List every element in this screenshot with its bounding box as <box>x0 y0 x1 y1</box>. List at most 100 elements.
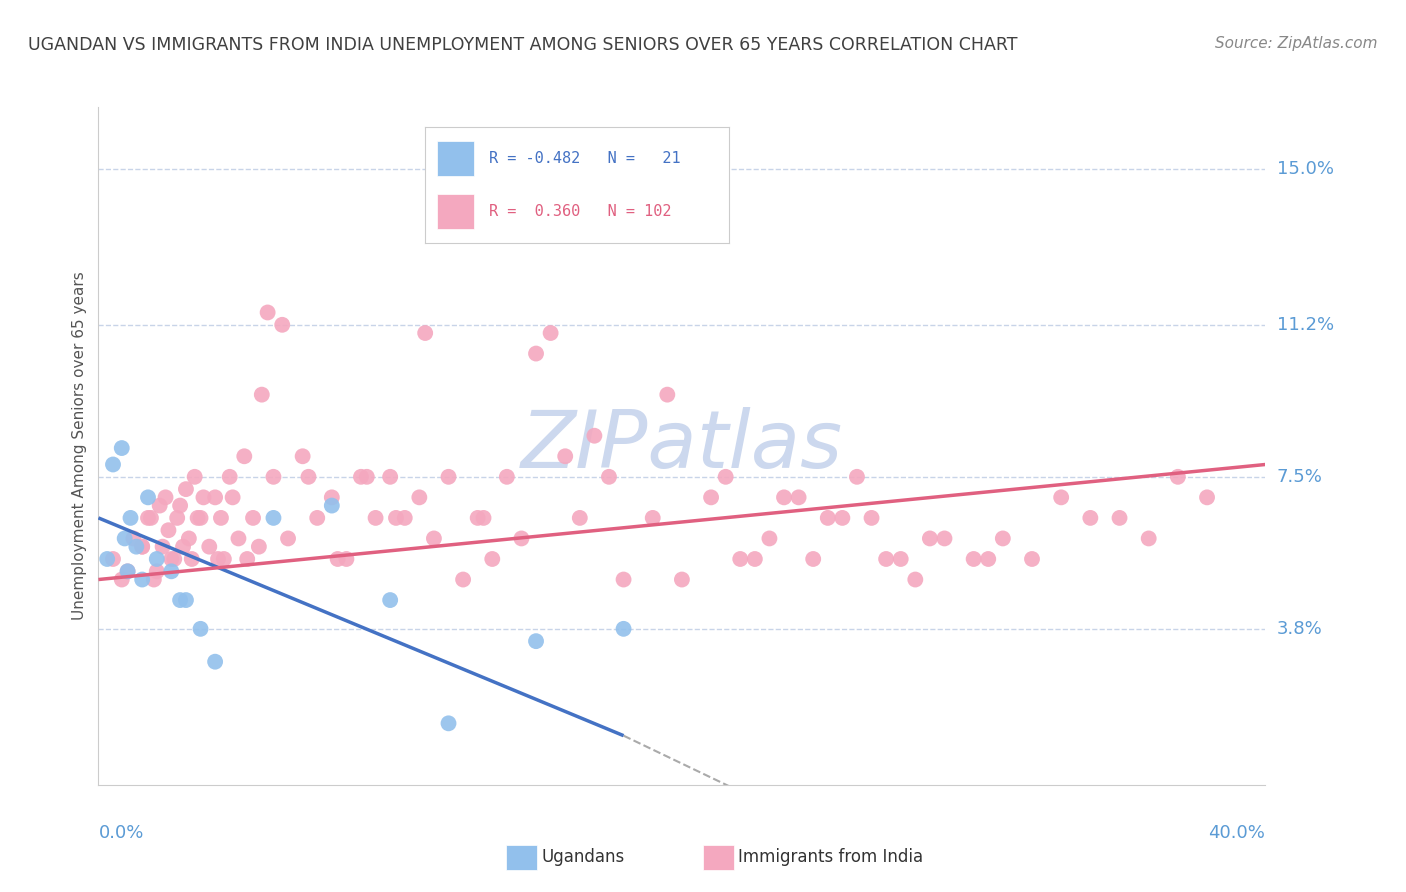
Point <box>730 552 752 566</box>
Point <box>163 552 186 566</box>
Point <box>96 552 118 566</box>
Point <box>146 564 169 578</box>
Text: 7.5%: 7.5% <box>1277 467 1323 486</box>
Point <box>120 511 142 525</box>
Point <box>568 511 591 525</box>
Point <box>198 540 221 554</box>
Point <box>467 511 489 525</box>
Point <box>423 532 446 546</box>
Point <box>174 593 197 607</box>
Point <box>380 593 402 607</box>
Point <box>773 491 796 505</box>
Point <box>321 499 343 513</box>
Point <box>131 540 153 554</box>
Point <box>277 532 299 546</box>
Point <box>152 540 174 554</box>
Point <box>242 511 264 525</box>
Point <box>326 552 349 566</box>
Point <box>481 552 503 566</box>
Point <box>297 470 319 484</box>
Text: 0.0%: 0.0% <box>98 824 143 842</box>
Text: ZIPatlas: ZIPatlas <box>520 407 844 485</box>
Point <box>380 470 402 484</box>
Point <box>160 552 183 566</box>
Point <box>136 511 159 525</box>
Point <box>758 532 780 546</box>
Point <box>1080 511 1102 525</box>
Point <box>256 305 278 319</box>
Point <box>271 318 294 332</box>
Point <box>540 326 562 340</box>
Point <box>510 532 533 546</box>
Point <box>335 552 357 566</box>
Text: 3.8%: 3.8% <box>1277 620 1322 638</box>
Point <box>385 511 408 525</box>
Point <box>131 573 153 587</box>
Point <box>787 491 810 505</box>
Text: 11.2%: 11.2% <box>1277 316 1334 334</box>
Point <box>1167 470 1189 484</box>
Point <box>247 540 270 554</box>
Point <box>190 622 212 636</box>
Point <box>139 511 162 525</box>
Text: Immigrants from India: Immigrants from India <box>738 848 924 866</box>
Text: 15.0%: 15.0% <box>1277 160 1333 178</box>
Point <box>291 450 314 464</box>
Point <box>496 470 519 484</box>
Point <box>641 511 664 525</box>
Point <box>744 552 766 566</box>
Point <box>1137 532 1160 546</box>
Y-axis label: Unemployment Among Seniors over 65 years: Unemployment Among Seniors over 65 years <box>72 272 87 620</box>
Point <box>321 491 343 505</box>
Point <box>472 511 495 525</box>
Point <box>934 532 956 546</box>
Point <box>875 552 897 566</box>
Point <box>801 552 824 566</box>
Point <box>125 540 148 554</box>
Text: Source: ZipAtlas.com: Source: ZipAtlas.com <box>1215 36 1378 51</box>
Point <box>991 532 1014 546</box>
Point <box>1021 552 1043 566</box>
Point <box>204 655 226 669</box>
Text: UGANDAN VS IMMIGRANTS FROM INDIA UNEMPLOYMENT AMONG SENIORS OVER 65 YEARS CORREL: UGANDAN VS IMMIGRANTS FROM INDIA UNEMPLO… <box>28 36 1018 54</box>
Point <box>228 532 250 546</box>
Point <box>190 511 212 525</box>
Point <box>111 441 134 455</box>
Point <box>236 552 259 566</box>
Point <box>212 552 235 566</box>
Point <box>187 511 209 525</box>
Point <box>160 564 183 578</box>
Point <box>131 540 153 554</box>
Point <box>111 573 134 587</box>
Point <box>860 511 883 525</box>
Point <box>307 511 329 525</box>
Point <box>613 573 636 587</box>
Point <box>263 511 285 525</box>
Point <box>101 458 124 472</box>
Point <box>1050 491 1073 505</box>
Point <box>598 470 620 484</box>
Point <box>233 450 256 464</box>
Point <box>183 470 205 484</box>
Point <box>524 634 547 648</box>
Point <box>524 346 547 360</box>
Point <box>364 511 387 525</box>
Point <box>962 552 984 566</box>
Point <box>671 573 693 587</box>
Point <box>408 491 430 505</box>
Point <box>437 470 460 484</box>
Point <box>356 470 378 484</box>
Point <box>180 552 202 566</box>
Point <box>977 552 1000 566</box>
Point <box>846 470 869 484</box>
Point <box>117 564 139 578</box>
Point <box>207 552 229 566</box>
Point <box>817 511 839 525</box>
Point <box>169 499 191 513</box>
Point <box>193 491 215 505</box>
Point <box>613 622 636 636</box>
Point <box>117 564 139 578</box>
Point <box>413 326 436 340</box>
Point <box>174 482 197 496</box>
Point <box>204 491 226 505</box>
